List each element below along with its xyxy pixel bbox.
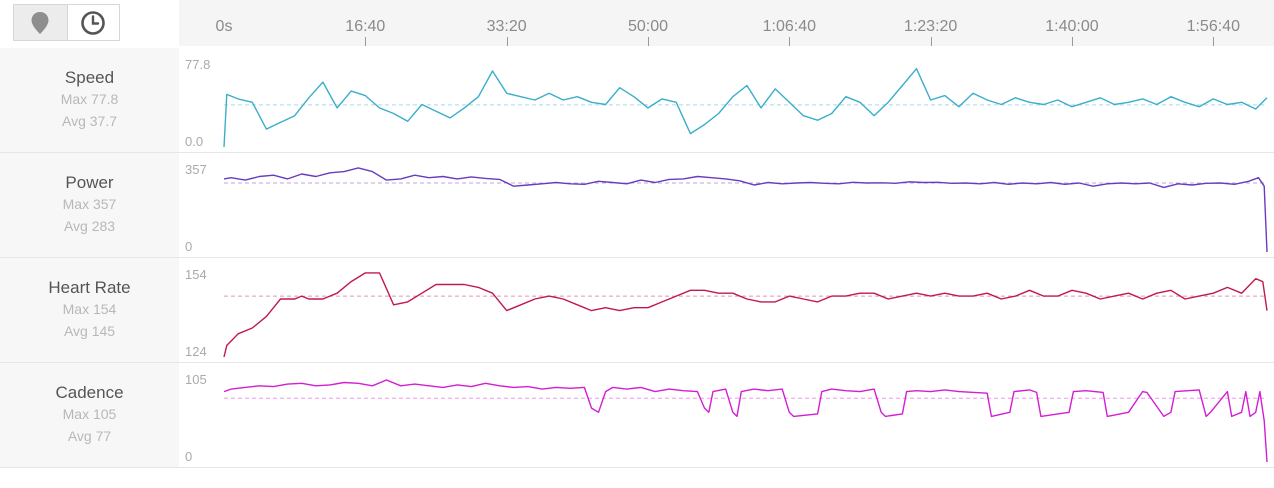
time-tick-mark [648, 37, 649, 46]
speed-plot[interactable]: 77.8 0.0 [179, 48, 1274, 152]
time-view-button[interactable] [66, 5, 119, 40]
power-plot[interactable]: 357 0 [179, 153, 1274, 257]
series-line [223, 272, 1268, 358]
heart-rate-title: Heart Rate [48, 278, 131, 297]
cadence-avg: Avg 77 [67, 428, 112, 444]
speed-max: Max 77.8 [60, 91, 119, 107]
view-toggle-toolbar [13, 4, 120, 41]
time-tick-label: 50:00 [627, 18, 668, 35]
y-max-label: 105 [185, 372, 207, 387]
time-axis: 0s 16:40 33:20 50:00 1:06:40 1:23:20 1:40:00 1:… [179, 0, 1274, 46]
heart-rate-label-panel: Heart Rate Max 154 Avg 145 [0, 258, 179, 362]
map-view-button[interactable] [14, 5, 67, 40]
y-max-label: 154 [185, 267, 207, 282]
y-min-label: 124 [185, 344, 207, 359]
row-divider [0, 362, 1274, 363]
series-line [223, 379, 1268, 463]
power-title: Power [65, 173, 114, 192]
speed-chart: 77.8 0.0 [185, 57, 1268, 149]
cadence-label-panel: Cadence Max 105 Avg 77 [0, 363, 179, 467]
time-tick-mark [1213, 37, 1214, 46]
power-avg: Avg 283 [63, 218, 116, 234]
y-min-label: 0 [185, 239, 192, 254]
cadence-row: Cadence Max 105 Avg 77 105 0 [0, 363, 1274, 467]
cadence-title: Cadence [55, 383, 124, 402]
time-tick-mark [789, 37, 790, 46]
power-max: Max 357 [62, 196, 117, 212]
time-tick-label: 1:23:20 [903, 18, 958, 35]
time-tick-mark [365, 37, 366, 46]
time-tick-label: 1:06:40 [762, 18, 816, 35]
cadence-chart: 105 0 [185, 372, 1268, 464]
series-line [223, 68, 1268, 148]
speed-title: Speed [64, 68, 115, 87]
y-max-label: 77.8 [185, 57, 210, 72]
y-min-label: 0 [185, 449, 192, 464]
heart-rate-chart: 154 124 [185, 267, 1268, 359]
speed-label-panel: Speed Max 77.8 Avg 37.7 [0, 48, 179, 152]
y-min-label: 0.0 [185, 134, 203, 149]
heart-rate-avg: Avg 145 [63, 323, 116, 339]
row-divider [0, 467, 1274, 468]
power-label-panel: Power Max 357 Avg 283 [0, 153, 179, 257]
power-row: Power Max 357 Avg 283 357 0 [0, 153, 1274, 257]
time-tick-label: 1:40:00 [1045, 18, 1099, 35]
time-tick-mark [507, 37, 508, 46]
clock-icon [81, 10, 106, 35]
power-chart: 357 0 [185, 162, 1268, 254]
heart-rate-plot[interactable]: 154 124 [179, 258, 1274, 362]
cadence-plot[interactable]: 105 0 [179, 363, 1274, 467]
heart-rate-row: Heart Rate Max 154 Avg 145 154 124 [0, 258, 1274, 362]
y-max-label: 357 [185, 162, 207, 177]
row-divider [0, 257, 1274, 258]
speed-avg: Avg 37.7 [61, 113, 117, 129]
cadence-max: Max 105 [62, 406, 117, 422]
heart-rate-max: Max 154 [62, 301, 117, 317]
map-pin-icon [31, 11, 49, 34]
time-tick-label: 33:20 [486, 18, 527, 35]
time-tick-mark [931, 37, 932, 46]
time-tick-mark [1072, 37, 1073, 46]
series-line [223, 167, 1268, 253]
row-divider [0, 152, 1274, 153]
speed-row: Speed Max 77.8 Avg 37.7 77.8 0.0 [0, 48, 1274, 152]
time-tick-label: 1:56:40 [1186, 18, 1240, 35]
time-tick-label: 0s [215, 18, 233, 35]
time-tick-label: 16:40 [345, 18, 386, 35]
